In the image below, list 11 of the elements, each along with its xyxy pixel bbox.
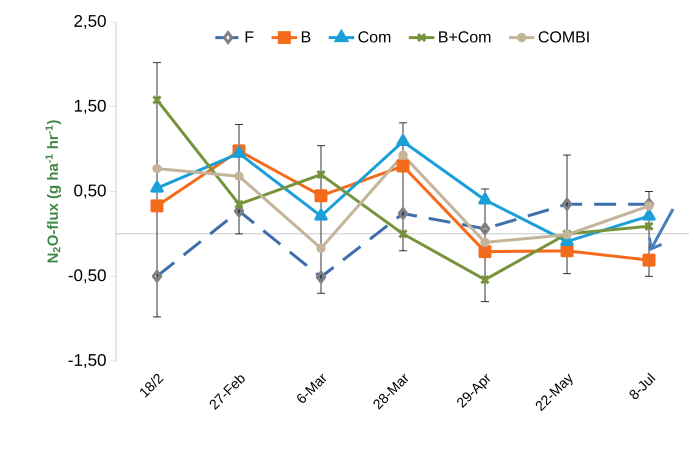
y-axis-title: N$_{2}$O-flux (g ha$^{-1}$ hr$^{-1}$): [45, 120, 62, 262]
legend-label: COMBI: [538, 31, 589, 43]
legend-label: Com: [358, 31, 390, 43]
y-tick-label: 2,50: [74, 15, 106, 29]
y-tick-label: 0,50: [74, 184, 106, 198]
legend-label: B+Com: [439, 31, 490, 43]
y-tick-label: -1,50: [68, 354, 106, 368]
legend-label: B: [302, 31, 310, 42]
legend-label: F: [246, 31, 254, 42]
y-tick-label: -0,50: [68, 269, 106, 284]
y-tick-label: 1,50: [74, 100, 106, 114]
